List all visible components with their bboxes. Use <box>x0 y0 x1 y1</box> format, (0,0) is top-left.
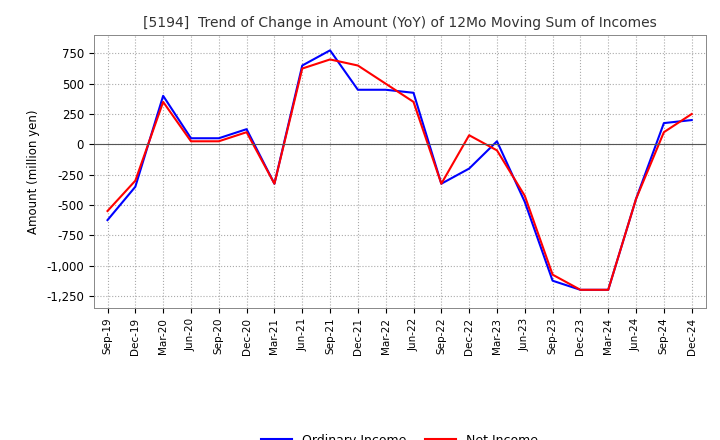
Ordinary Income <box>325 48 334 53</box>
Net Income <box>521 193 529 198</box>
Ordinary Income <box>521 199 529 205</box>
Net Income <box>298 66 307 71</box>
Ordinary Income <box>688 117 696 123</box>
Ordinary Income <box>159 93 168 99</box>
Ordinary Income <box>492 139 501 144</box>
Line: Net Income: Net Income <box>107 59 692 290</box>
Net Income <box>103 209 112 214</box>
Ordinary Income <box>215 136 223 141</box>
Net Income <box>576 287 585 293</box>
Ordinary Income <box>242 127 251 132</box>
Ordinary Income <box>660 121 668 126</box>
Net Income <box>270 181 279 187</box>
Ordinary Income <box>409 90 418 95</box>
Y-axis label: Amount (million yen): Amount (million yen) <box>27 110 40 234</box>
Net Income <box>409 99 418 105</box>
Net Income <box>325 57 334 62</box>
Title: [5194]  Trend of Change in Amount (YoY) of 12Mo Moving Sum of Incomes: [5194] Trend of Change in Amount (YoY) o… <box>143 16 657 30</box>
Net Income <box>159 99 168 105</box>
Ordinary Income <box>354 87 362 92</box>
Line: Ordinary Income: Ordinary Income <box>107 50 692 290</box>
Net Income <box>437 181 446 187</box>
Net Income <box>131 178 140 183</box>
Ordinary Income <box>186 136 195 141</box>
Net Income <box>492 148 501 153</box>
Ordinary Income <box>131 184 140 189</box>
Ordinary Income <box>549 278 557 283</box>
Net Income <box>354 63 362 68</box>
Net Income <box>465 132 474 138</box>
Ordinary Income <box>437 181 446 187</box>
Net Income <box>660 129 668 135</box>
Net Income <box>242 129 251 135</box>
Ordinary Income <box>382 87 390 92</box>
Ordinary Income <box>270 181 279 187</box>
Net Income <box>382 81 390 86</box>
Net Income <box>549 272 557 277</box>
Net Income <box>186 139 195 144</box>
Net Income <box>604 287 613 293</box>
Ordinary Income <box>604 287 613 293</box>
Ordinary Income <box>465 166 474 171</box>
Ordinary Income <box>298 63 307 68</box>
Legend: Ordinary Income, Net Income: Ordinary Income, Net Income <box>256 429 544 440</box>
Net Income <box>215 139 223 144</box>
Ordinary Income <box>576 287 585 293</box>
Ordinary Income <box>103 217 112 223</box>
Net Income <box>688 111 696 117</box>
Net Income <box>631 196 640 202</box>
Ordinary Income <box>631 196 640 202</box>
